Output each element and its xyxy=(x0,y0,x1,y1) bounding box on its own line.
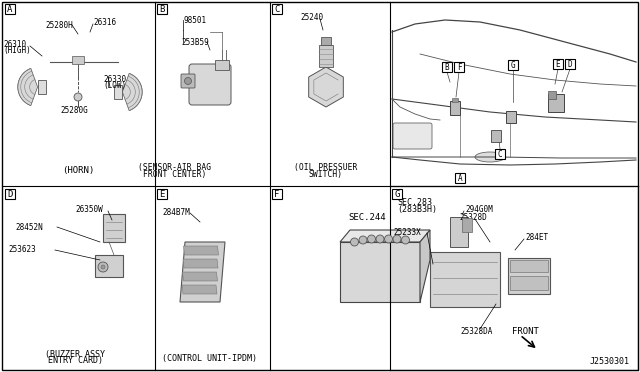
Circle shape xyxy=(98,262,108,272)
Text: 284B7M: 284B7M xyxy=(162,208,189,217)
FancyBboxPatch shape xyxy=(442,62,452,72)
Text: 25233X: 25233X xyxy=(393,228,420,237)
Text: 25280G: 25280G xyxy=(60,106,88,115)
FancyBboxPatch shape xyxy=(5,189,15,199)
Circle shape xyxy=(401,236,410,244)
Text: 26316: 26316 xyxy=(93,17,116,26)
Text: G: G xyxy=(511,61,515,70)
Text: SEC.283: SEC.283 xyxy=(397,198,432,206)
Text: B: B xyxy=(159,4,164,13)
Text: 25280H: 25280H xyxy=(45,20,73,29)
Text: C: C xyxy=(498,150,502,158)
Text: (283B3H): (283B3H) xyxy=(397,205,437,214)
Polygon shape xyxy=(18,68,38,106)
FancyBboxPatch shape xyxy=(506,111,516,123)
Text: 98501: 98501 xyxy=(184,16,207,25)
FancyBboxPatch shape xyxy=(508,60,518,70)
FancyBboxPatch shape xyxy=(392,189,402,199)
FancyBboxPatch shape xyxy=(510,276,548,290)
Text: 25328D: 25328D xyxy=(459,212,487,221)
FancyBboxPatch shape xyxy=(157,4,167,14)
Polygon shape xyxy=(122,73,142,110)
Text: C: C xyxy=(275,4,280,13)
FancyBboxPatch shape xyxy=(215,60,229,70)
Text: (HORN): (HORN) xyxy=(62,166,94,174)
Text: 26310: 26310 xyxy=(3,39,26,48)
FancyBboxPatch shape xyxy=(450,101,460,115)
Text: SWITCH): SWITCH) xyxy=(309,170,343,179)
Text: 253B59: 253B59 xyxy=(181,38,209,46)
FancyBboxPatch shape xyxy=(38,80,47,94)
FancyBboxPatch shape xyxy=(189,64,231,105)
Polygon shape xyxy=(340,230,430,242)
FancyBboxPatch shape xyxy=(548,91,556,99)
FancyBboxPatch shape xyxy=(95,255,123,277)
Text: 25328DA: 25328DA xyxy=(460,327,492,337)
Text: (BUZZER ASSY: (BUZZER ASSY xyxy=(45,350,105,359)
FancyBboxPatch shape xyxy=(272,4,282,14)
Text: A: A xyxy=(7,4,13,13)
Circle shape xyxy=(74,93,82,101)
FancyBboxPatch shape xyxy=(455,173,465,183)
FancyBboxPatch shape xyxy=(430,252,500,307)
Text: 26350W: 26350W xyxy=(75,205,103,214)
Text: D: D xyxy=(568,60,572,68)
Polygon shape xyxy=(182,272,218,281)
Text: 26330: 26330 xyxy=(103,74,126,83)
Text: 28452N: 28452N xyxy=(15,222,43,231)
FancyBboxPatch shape xyxy=(548,94,564,112)
Text: ENTRY CARD): ENTRY CARD) xyxy=(47,356,102,366)
FancyBboxPatch shape xyxy=(491,130,501,142)
FancyBboxPatch shape xyxy=(103,214,125,242)
Circle shape xyxy=(359,236,367,244)
FancyBboxPatch shape xyxy=(508,258,550,294)
Text: A: A xyxy=(458,173,462,183)
FancyBboxPatch shape xyxy=(454,62,464,72)
Polygon shape xyxy=(340,242,420,302)
FancyBboxPatch shape xyxy=(319,45,333,67)
Polygon shape xyxy=(183,259,218,268)
Text: G: G xyxy=(394,189,400,199)
FancyBboxPatch shape xyxy=(452,98,458,102)
Text: FRONT CENTER): FRONT CENTER) xyxy=(143,170,207,179)
Text: FRONT: FRONT xyxy=(512,327,539,337)
Circle shape xyxy=(376,235,384,243)
FancyBboxPatch shape xyxy=(462,218,472,232)
FancyBboxPatch shape xyxy=(181,74,195,88)
Text: B: B xyxy=(445,62,449,71)
Text: (OIL PRESSUER: (OIL PRESSUER xyxy=(294,163,358,171)
FancyBboxPatch shape xyxy=(321,37,331,45)
Text: (SENSOR-AIR BAG: (SENSOR-AIR BAG xyxy=(138,163,212,171)
Text: E: E xyxy=(556,60,560,68)
Circle shape xyxy=(101,265,105,269)
FancyBboxPatch shape xyxy=(157,189,167,199)
Text: 253623: 253623 xyxy=(8,244,36,253)
Circle shape xyxy=(367,235,376,243)
FancyBboxPatch shape xyxy=(565,59,575,69)
Text: (HIGH): (HIGH) xyxy=(3,45,31,55)
Polygon shape xyxy=(182,285,217,294)
Text: 25240: 25240 xyxy=(300,13,323,22)
FancyBboxPatch shape xyxy=(553,59,563,69)
FancyBboxPatch shape xyxy=(72,56,84,64)
Text: SEC.244: SEC.244 xyxy=(348,212,386,221)
FancyBboxPatch shape xyxy=(393,123,432,149)
FancyBboxPatch shape xyxy=(5,4,15,14)
FancyBboxPatch shape xyxy=(510,260,548,272)
Text: E: E xyxy=(159,189,164,199)
Text: 294G0M: 294G0M xyxy=(465,205,493,214)
Polygon shape xyxy=(180,242,225,302)
Circle shape xyxy=(184,77,191,84)
Circle shape xyxy=(393,235,401,243)
Polygon shape xyxy=(184,246,218,255)
Text: F: F xyxy=(275,189,280,199)
Circle shape xyxy=(385,235,392,243)
FancyBboxPatch shape xyxy=(114,86,122,99)
Polygon shape xyxy=(420,230,430,302)
FancyBboxPatch shape xyxy=(450,217,468,247)
FancyBboxPatch shape xyxy=(272,189,282,199)
Polygon shape xyxy=(308,67,343,107)
Text: (CONTROL UNIT-IPDM): (CONTROL UNIT-IPDM) xyxy=(163,353,257,362)
Text: D: D xyxy=(7,189,13,199)
